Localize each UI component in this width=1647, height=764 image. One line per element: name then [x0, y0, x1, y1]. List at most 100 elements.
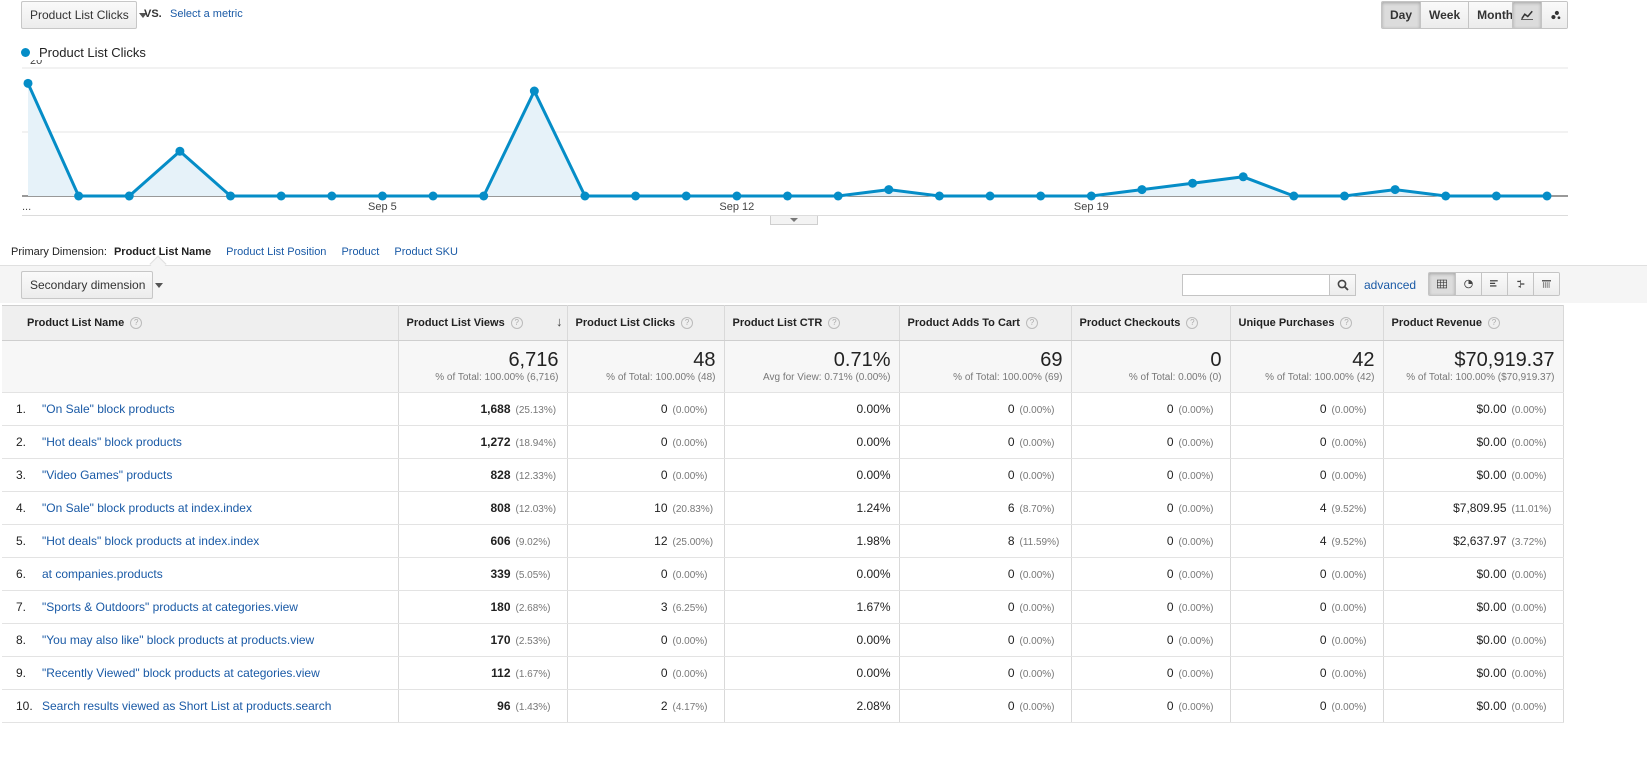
totals-row: 6,716% of Total: 100.00% (6,716) 48% of …: [2, 340, 1564, 393]
metric-cell: $0.00 (0.00%): [1383, 689, 1564, 723]
help-icon[interactable]: ?: [828, 317, 841, 330]
col-header-adds[interactable]: Product Adds To Cart?: [899, 305, 1072, 341]
metric-select[interactable]: Product List Clicks: [21, 1, 147, 29]
table-view-icon[interactable]: [1429, 273, 1455, 295]
row-name-cell: 5. "Hot deals" block products at index.in…: [2, 524, 399, 558]
data-point: [23, 78, 33, 88]
row-name-link[interactable]: "On Sale" block products at index.index: [42, 501, 252, 515]
data-point: [479, 191, 489, 201]
pivot-view-icon[interactable]: [1533, 273, 1559, 295]
table-view-switcher: [1428, 272, 1560, 296]
metric-cell: $0.00 (0.00%): [1383, 623, 1564, 657]
row-name-link[interactable]: "Sports & Outdoors" products at categori…: [42, 600, 298, 614]
metric-value: 0: [1319, 600, 1327, 614]
primary-dimension-label: Primary Dimension:: [11, 246, 107, 258]
col-header-clicks[interactable]: Product List Clicks?: [567, 305, 725, 341]
help-icon[interactable]: ?: [130, 317, 143, 330]
row-name-cell: 8. "You may also like" block products at …: [2, 623, 399, 657]
metric-cell: 0 (0.00%): [1230, 458, 1384, 492]
dimension-link-position[interactable]: Product List Position: [226, 246, 327, 258]
metric-percent: (0.00%): [1019, 702, 1055, 713]
collapse-chevron-icon: [790, 217, 798, 222]
table-search-input[interactable]: [1182, 274, 1330, 296]
metric-value: 2.08%: [856, 699, 891, 713]
secondary-dimension-select[interactable]: Secondary dimension: [21, 271, 164, 299]
motion-chart-icon[interactable]: [1541, 2, 1567, 28]
col-header-revenue[interactable]: Product Revenue?: [1383, 305, 1564, 341]
metric-cell: 339 (5.05%): [398, 557, 568, 591]
metric-cell: 0 (0.00%): [1230, 590, 1384, 624]
period-week-button[interactable]: Week: [1420, 2, 1469, 28]
metric-value: 0.00%: [856, 435, 891, 449]
advanced-filter-link[interactable]: advanced: [1364, 278, 1417, 292]
help-icon[interactable]: ?: [510, 317, 523, 330]
metric-cell: 0.00%: [724, 623, 900, 657]
data-point: [1491, 191, 1501, 201]
metric-value: 10: [654, 501, 668, 515]
help-icon[interactable]: ?: [1186, 317, 1199, 330]
metric-value: 0: [1166, 468, 1174, 482]
data-point: [1441, 191, 1451, 201]
metric-value: 1.98%: [856, 534, 891, 548]
metric-cell: 0 (0.00%): [1071, 557, 1231, 591]
pie-view-icon[interactable]: [1455, 273, 1481, 295]
help-icon[interactable]: ?: [1340, 317, 1353, 330]
period-day-button[interactable]: Day: [1382, 2, 1421, 28]
data-point: [1086, 191, 1096, 201]
col-header-checkouts[interactable]: Product Checkouts?: [1071, 305, 1231, 341]
metric-cell: 0 (0.00%): [567, 425, 725, 459]
metric-value: 0: [1007, 699, 1015, 713]
metric-percent: (4.17%): [672, 702, 708, 713]
data-point: [732, 191, 742, 201]
metric-value: 1.24%: [856, 501, 891, 515]
row-name-link[interactable]: at companies.products: [42, 567, 163, 581]
col-header-name[interactable]: Product List Name?: [2, 305, 399, 341]
metric-value: 0: [1007, 402, 1015, 416]
help-icon[interactable]: ?: [1487, 317, 1500, 330]
metric-value: 0: [1319, 402, 1327, 416]
metric-percent: (0.00%): [1331, 702, 1367, 713]
metric-value: 0: [1319, 468, 1327, 482]
metric-percent: (0.00%): [1331, 471, 1367, 482]
metric-percent: (11.59%): [1019, 537, 1060, 548]
row-name-link[interactable]: "Hot deals" block products: [42, 435, 182, 449]
dimension-link-product[interactable]: Product: [341, 246, 380, 258]
metric-cell: 808 (12.03%): [398, 491, 568, 525]
table-row: 3. "Video Games" products 828 (12.33%) 0 (0.0…: [2, 458, 1564, 492]
comparison-view-icon[interactable]: [1507, 273, 1533, 295]
metric-percent: (0.00%): [672, 405, 708, 416]
x-tick-label: Sep 5: [368, 201, 397, 213]
help-icon[interactable]: ?: [1025, 317, 1038, 330]
metric-value: 0: [1319, 699, 1327, 713]
data-point: [1339, 191, 1349, 201]
metric-select-label: Product List Clicks: [30, 8, 129, 22]
col-header-ctr[interactable]: Product List CTR?: [724, 305, 900, 341]
metric-cell: $7,809.95 (11.01%): [1383, 491, 1564, 525]
row-name-link[interactable]: "Recently Viewed" block products at cate…: [42, 666, 320, 680]
row-name-link[interactable]: "On Sale" block products: [42, 402, 175, 416]
metric-value: 1,688: [480, 402, 511, 416]
performance-view-icon[interactable]: [1481, 273, 1507, 295]
select-metric-link[interactable]: Select a metric: [170, 8, 243, 20]
search-button[interactable]: [1329, 274, 1356, 296]
metric-percent: (0.00%): [1178, 438, 1214, 449]
line-chart-icon[interactable]: [1513, 2, 1541, 28]
row-name-link[interactable]: "Hot deals" block products at index.inde…: [42, 534, 260, 548]
chart-collapse-handle[interactable]: [770, 215, 818, 225]
help-icon[interactable]: ?: [681, 317, 694, 330]
row-name-link[interactable]: "You may also like" block products at pr…: [42, 633, 315, 647]
metric-value: 0: [660, 435, 668, 449]
dimension-link-sku[interactable]: Product SKU: [394, 246, 458, 258]
sort-desc-icon[interactable]: ↓: [556, 314, 563, 329]
row-index: 10.: [16, 699, 33, 713]
col-header-purchases[interactable]: Unique Purchases?: [1230, 305, 1384, 341]
total-cell: 0% of Total: 0.00% (0): [1071, 340, 1231, 393]
metric-value: 0: [1166, 567, 1174, 581]
metric-percent: (5.05%): [515, 570, 551, 581]
row-name-link[interactable]: Search results viewed as Short List at p…: [42, 699, 332, 713]
metric-percent: (0.00%): [672, 471, 708, 482]
data-point: [833, 191, 843, 201]
primary-dimension-bar: Primary Dimension: Product List Name Pro…: [11, 246, 458, 258]
col-header-views[interactable]: Product List Views? ↓: [398, 305, 568, 341]
row-name-link[interactable]: "Video Games" products: [42, 468, 173, 482]
